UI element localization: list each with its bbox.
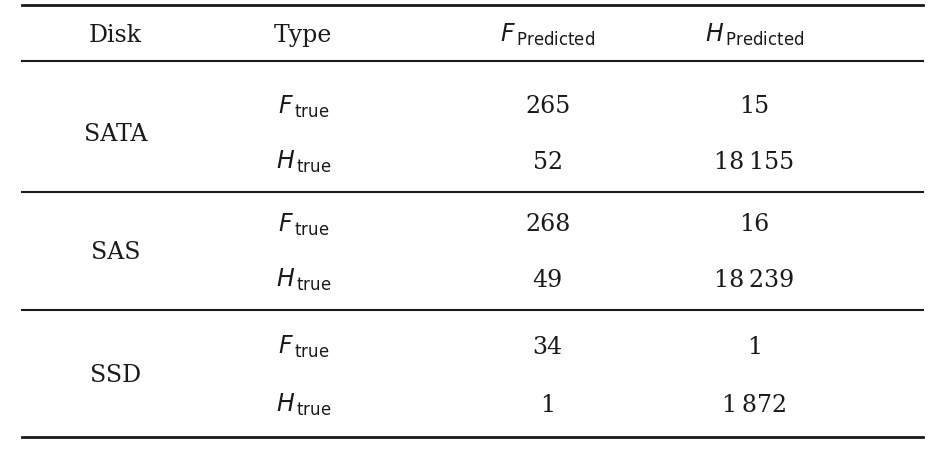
Text: 34: 34 [532, 336, 562, 359]
Text: 1: 1 [746, 336, 761, 359]
Text: $\mathit{F}_{\,\mathrm{true}}$: $\mathit{F}_{\,\mathrm{true}}$ [278, 94, 329, 120]
Text: Disk: Disk [89, 24, 142, 47]
Text: $\mathit{H}_{\,\mathrm{true}}$: $\mathit{H}_{\,\mathrm{true}}$ [276, 149, 330, 176]
Text: SATA: SATA [84, 123, 147, 146]
Text: $\mathit{H}_{\,\mathrm{true}}$: $\mathit{H}_{\,\mathrm{true}}$ [276, 267, 330, 293]
Text: $\mathit{F}_{\,\mathrm{true}}$: $\mathit{F}_{\,\mathrm{true}}$ [278, 334, 329, 360]
Text: 1: 1 [540, 394, 555, 417]
Text: Type: Type [274, 24, 332, 47]
Text: 49: 49 [532, 269, 563, 292]
Text: 268: 268 [525, 213, 570, 236]
Text: 16: 16 [738, 213, 768, 236]
Text: $\mathit{F}_{\,\mathrm{Predicted}}$: $\mathit{F}_{\,\mathrm{Predicted}}$ [499, 22, 595, 48]
Text: 15: 15 [738, 95, 768, 118]
Text: $\mathit{H}_{\,\mathrm{Predicted}}$: $\mathit{H}_{\,\mathrm{Predicted}}$ [704, 22, 803, 48]
Text: 265: 265 [525, 95, 569, 118]
Text: 18 239: 18 239 [714, 269, 794, 292]
Text: SAS: SAS [91, 241, 140, 264]
Text: 52: 52 [532, 151, 562, 174]
Text: 18 155: 18 155 [714, 151, 794, 174]
Text: 1 872: 1 872 [721, 394, 786, 417]
Text: $\mathit{F}_{\,\mathrm{true}}$: $\mathit{F}_{\,\mathrm{true}}$ [278, 212, 329, 238]
Text: $\mathit{H}_{\,\mathrm{true}}$: $\mathit{H}_{\,\mathrm{true}}$ [276, 392, 330, 418]
Text: SSD: SSD [90, 365, 141, 388]
